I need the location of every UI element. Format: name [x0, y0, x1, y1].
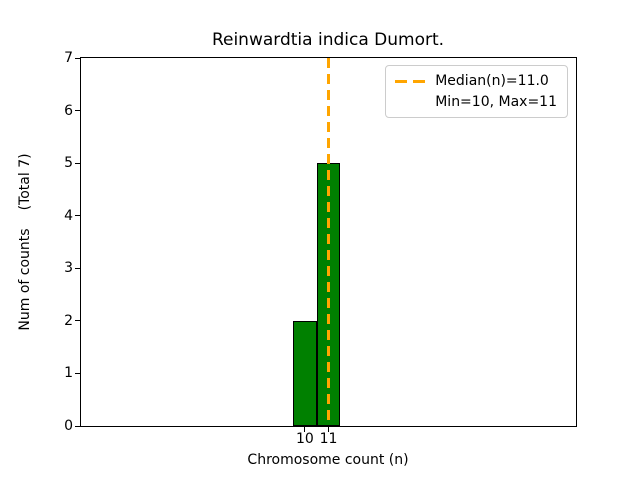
y-tick-label-2: 2	[64, 312, 73, 329]
x-tick-label-10: 10	[295, 431, 314, 447]
y-axis-label-text: Num of counts	[17, 228, 33, 331]
median-dashed-line	[327, 58, 330, 426]
y-tick-mark-6	[75, 110, 80, 112]
y-axis-total-text: (Total 7)	[17, 153, 33, 211]
y-tick-mark-2	[75, 320, 80, 322]
y-tick-mark-0	[75, 425, 80, 427]
legend-item-minmax: Min=10, Max=11	[395, 93, 557, 111]
y-tick-label-3: 3	[64, 260, 73, 277]
empty-swatch	[395, 101, 425, 104]
y-tick-mark-7	[75, 57, 80, 59]
y-tick-mark-3	[75, 267, 80, 269]
bar-n-10	[293, 320, 317, 426]
y-tick-label-6: 6	[64, 102, 73, 119]
y-tick-label-1: 1	[64, 365, 73, 382]
y-tick-mark-4	[75, 215, 80, 217]
x-axis-label: Chromosome count (n)	[247, 452, 409, 468]
legend-label-minmax: Min=10, Max=11	[435, 94, 557, 110]
y-tick-label-4: 4	[64, 207, 73, 224]
median-dashed-line-swatch	[395, 79, 426, 83]
y-tick-mark-5	[75, 162, 80, 164]
x-tick-label-11: 11	[319, 431, 338, 447]
x-tick-mark-10	[304, 427, 306, 432]
y-tick-label-0: 0	[64, 418, 73, 434]
x-tick-mark-11	[328, 427, 329, 432]
y-tick-label-5: 5	[64, 155, 73, 172]
legend: Median(n)=11.0 Min=10, Max=11	[385, 65, 568, 118]
y-tick-mark-1	[75, 372, 80, 374]
legend-label-median: Median(n)=11.0	[435, 73, 549, 89]
chart-title: Reinwardtia indica Dumort.	[211, 30, 445, 50]
legend-item-median: Median(n)=11.0	[395, 72, 557, 90]
y-tick-label-7: 7	[64, 50, 73, 66]
plot-area: 0 1 2 3 4 5 6 7 10 11 Median(n)=11.0 Min=10, Max=…	[64, 51, 577, 446]
